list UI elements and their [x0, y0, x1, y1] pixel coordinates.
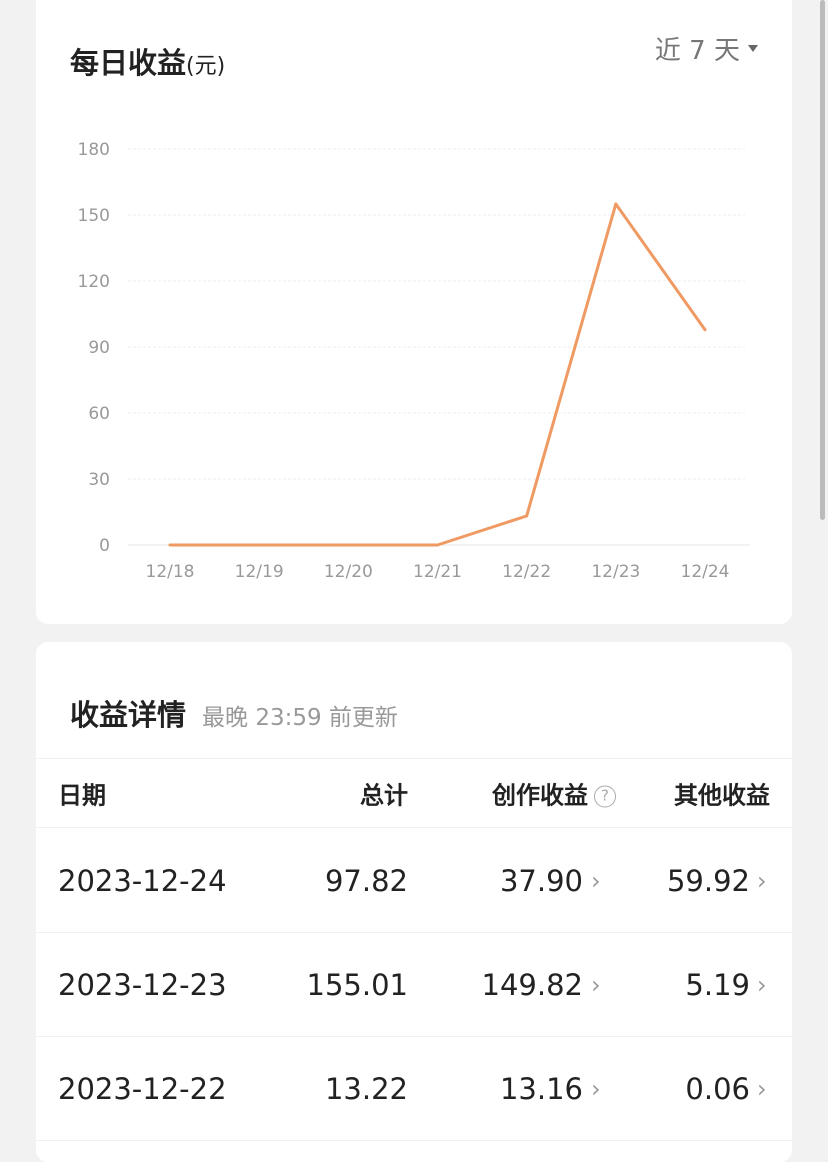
chart-title: 每日收益(元)	[70, 46, 226, 80]
row-creation[interactable]: 13.16	[499, 1071, 583, 1106]
header-other: 其他收益	[674, 781, 770, 810]
row-date: 2023-12-24	[58, 863, 227, 898]
x-tick-label: 12/22	[502, 562, 551, 582]
y-tick-label: 120	[78, 272, 110, 292]
row-date: 2023-12-22	[58, 1071, 227, 1106]
data-point	[614, 202, 618, 206]
x-tick-label: 12/21	[413, 562, 462, 582]
row-creation[interactable]: 37.90	[499, 863, 583, 898]
row-total: 13.22	[324, 1071, 408, 1106]
row-total: 97.82	[324, 863, 408, 898]
caret-down-icon	[748, 45, 758, 52]
earnings-line-chart: 0 30 60 90 120 150 180 12/18 12/19 12/20 12/21 12/2…	[78, 140, 750, 582]
header-date: 日期	[58, 781, 106, 810]
row-total: 155.01	[306, 967, 408, 1002]
table-row: 2023-12-22 13.22 13.16 › 0.06 ›	[36, 1037, 792, 1141]
range-dropdown[interactable]: 近 7 天	[655, 30, 758, 67]
chevron-right-icon[interactable]: ›	[757, 1074, 767, 1103]
y-tick-label: 90	[88, 338, 110, 358]
y-tick-label: 30	[88, 470, 110, 490]
unit-label: (元)	[186, 54, 226, 79]
y-tick-label: 0	[99, 536, 110, 556]
chevron-right-icon[interactable]: ›	[591, 970, 601, 999]
x-tick-label: 12/19	[235, 562, 284, 582]
y-tick-label: 60	[88, 404, 110, 424]
row-other[interactable]: 0.06	[685, 1071, 750, 1106]
update-note: 最晚 23:59 前更新	[202, 705, 398, 731]
chevron-right-icon[interactable]: ›	[591, 866, 601, 895]
y-tick-label: 150	[78, 206, 110, 226]
row-creation[interactable]: 149.82	[481, 967, 583, 1002]
chevron-right-icon[interactable]: ›	[591, 1074, 601, 1103]
y-tick-label: 180	[78, 140, 110, 160]
chevron-right-icon[interactable]: ›	[757, 970, 767, 999]
help-icon[interactable]: ?	[594, 785, 616, 808]
row-date: 2023-12-23	[58, 967, 227, 1002]
data-point	[257, 543, 261, 547]
table-row: 2023-12-23 155.01 149.82 › 5.19 ›	[36, 933, 792, 1037]
data-point	[703, 328, 707, 332]
row-other[interactable]: 5.19	[685, 967, 750, 1002]
header-total: 总计	[360, 781, 408, 810]
x-tick-label: 12/24	[681, 562, 730, 582]
chevron-right-icon[interactable]: ›	[757, 866, 767, 895]
header-creation: 创作收益?	[492, 776, 616, 811]
data-point	[436, 543, 439, 547]
daily-earnings-card: 每日收益(元) 近 7 天	[36, 0, 792, 624]
data-point	[168, 543, 172, 547]
table-row: 2023-12-24 97.82 37.90 › 59.92 ›	[36, 829, 792, 933]
data-point	[525, 514, 529, 518]
earnings-series-line	[170, 202, 707, 547]
scrollbar[interactable]	[820, 0, 825, 520]
range-label: 近 7 天	[654, 36, 740, 66]
x-tick-label: 12/18	[146, 562, 195, 582]
data-point	[346, 543, 350, 547]
row-other[interactable]: 59.92	[666, 863, 750, 898]
x-tick-label: 12/23	[591, 562, 640, 582]
details-title: 收益详情 最晚 23:59 前更新	[70, 698, 398, 732]
earnings-details-card: 收益详情 最晚 23:59 前更新 日期 总计 创作收益? 其他收益 2023-1…	[36, 642, 792, 1162]
table-header: 日期 总计 创作收益? 其他收益	[36, 758, 792, 828]
x-tick-label: 12/20	[324, 562, 373, 582]
